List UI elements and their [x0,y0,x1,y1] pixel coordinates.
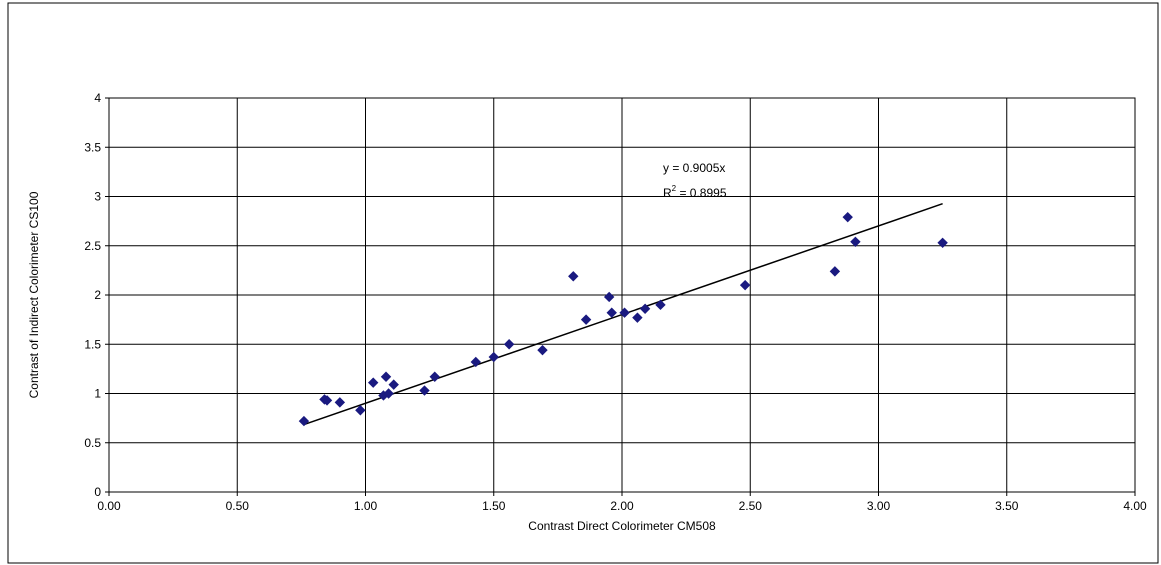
y-tick-label: 3.5 [84,140,101,154]
x-tick-label: 3.00 [867,499,891,513]
data-point [419,385,430,396]
y-tick-label: 2 [94,288,101,302]
data-point [580,314,592,325]
data-point [842,211,853,223]
data-points [298,211,948,427]
x-tick-label: 0.50 [226,499,250,513]
y-tick-label: 4 [94,91,101,105]
r2-label: R [663,186,672,200]
r2-superscript: 2 [672,184,677,193]
data-point [537,344,548,356]
data-point [739,279,751,291]
y-tick-label: 1.5 [84,337,101,351]
data-point [355,405,366,416]
x-axis-title: Contrast Direct Colorimeter CM508 [528,519,716,533]
data-point [367,377,379,388]
data-point [850,236,861,248]
x-tick-label: 2.50 [739,499,763,513]
data-point [937,237,948,249]
data-point [388,379,399,390]
x-tick-label: 4.00 [1123,499,1147,513]
data-point [298,415,310,427]
y-tick-label: 2.5 [84,239,101,253]
r2-value: = 0.8995 [676,186,727,200]
x-tick-label: 3.50 [995,499,1019,513]
data-point [383,388,394,399]
data-point [603,291,615,303]
x-tick-label: 0.00 [97,499,121,513]
data-point [632,312,643,323]
gridlines [105,97,1136,496]
data-point [568,271,579,282]
x-tick-label: 1.00 [354,499,378,513]
data-point [606,307,617,318]
data-point [429,371,440,382]
data-point [503,339,515,350]
y-tick-label: 0 [94,485,101,499]
trendline-equation: y = 0.9005x [663,161,725,175]
data-point [488,351,499,363]
y-axis-title: Contrast of Indirect Colorimeter CS100 [27,191,41,398]
data-point [470,356,482,368]
data-point [619,307,630,318]
y-tick-label: 3 [94,190,101,204]
data-point [639,303,651,314]
data-point [334,397,346,408]
y-tick-label: 0.5 [84,436,101,450]
data-point [829,266,841,277]
data-point [380,371,392,382]
data-point [321,395,333,406]
x-tick-label: 1.50 [482,499,506,513]
data-point [655,299,666,311]
trendline-r-squared: R2 = 0.8995 [663,184,727,200]
tick-labels: 0.00 0.50 1.00 1.50 2.00 2.50 3.00 3.50 4.00 0 0.5… [84,91,1147,513]
y-tick-label: 1 [94,387,101,401]
x-tick-label: 2.00 [610,499,634,513]
